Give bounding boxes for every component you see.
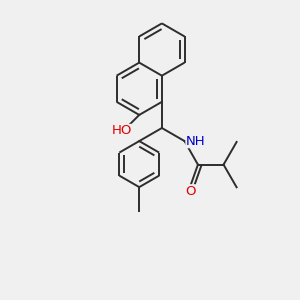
Text: NH: NH [186,135,206,148]
Text: HO: HO [112,124,132,137]
Text: O: O [185,185,195,198]
